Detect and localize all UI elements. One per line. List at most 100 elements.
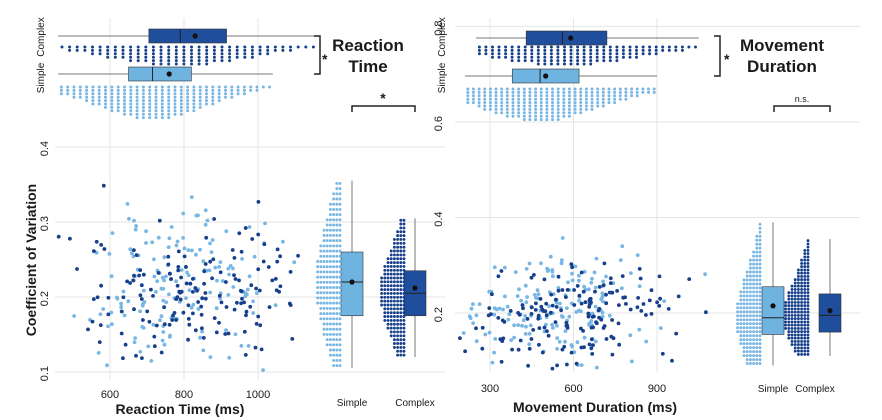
histogram-dot-simple [641, 87, 645, 91]
histogram-dot-simple [584, 104, 588, 108]
histogram-dot-complex [399, 249, 403, 253]
scatter-point-simple [152, 274, 157, 279]
histogram-dot-simple [72, 95, 76, 99]
histogram-dot-simple [500, 104, 504, 108]
histogram-dot-complex [517, 52, 521, 56]
histogram-dot-simple [745, 302, 749, 306]
histogram-dot-complex [386, 295, 390, 299]
scatter-point-simple [607, 313, 612, 318]
histogram-dot-simple [567, 94, 571, 98]
scatter-point-simple [217, 265, 222, 269]
scatter-point-complex [191, 311, 195, 316]
histogram-dot-simple [500, 87, 504, 91]
histogram-dot-simple [135, 109, 139, 113]
histogram-dot-simple [192, 109, 196, 113]
scatter-point-simple [190, 248, 194, 253]
histogram-dot-simple [539, 104, 543, 108]
histogram-dot-complex [386, 315, 390, 318]
histogram-dot-complex [800, 320, 804, 324]
scatter-point-simple [227, 272, 232, 277]
histogram-dot-simple [755, 234, 759, 238]
histogram-dot-complex [392, 291, 396, 295]
scatter-point-simple [630, 359, 634, 364]
histogram-dot-complex [396, 268, 400, 272]
histogram-dot-simple [755, 266, 759, 270]
histogram-dot-simple [596, 104, 600, 108]
histogram-dot-complex [796, 320, 800, 324]
histogram-dot-complex [389, 291, 393, 295]
histogram-dot-complex [491, 45, 494, 49]
histogram-dot-simple [325, 254, 329, 258]
histogram-dot-complex [523, 52, 527, 56]
scatter-point-simple [247, 274, 252, 279]
histogram-dot-complex [793, 336, 797, 340]
histogram-dot-complex [790, 333, 794, 337]
histogram-dot-complex [582, 45, 586, 49]
histogram-dot-simple [748, 334, 752, 338]
histogram-dot-complex [258, 52, 262, 56]
histogram-dot-simple [752, 346, 756, 350]
histogram-dot-simple [198, 99, 202, 103]
scatter-point-complex [232, 273, 236, 277]
histogram-dot-complex [392, 249, 396, 253]
histogram-dot-complex [386, 322, 390, 326]
histogram-dot-simple [332, 265, 336, 269]
scatter-point-complex [261, 259, 266, 264]
scatter-point-complex [593, 289, 597, 294]
histogram-dot-complex [796, 317, 800, 321]
scatter-point-complex [256, 232, 261, 237]
histogram-dot-simple [72, 85, 76, 89]
histogram-dot-complex [628, 55, 632, 59]
histogram-dot-complex [803, 333, 807, 337]
histogram-dot-simple [332, 280, 336, 284]
histogram-dot-complex [790, 300, 794, 304]
histogram-dot-simple [647, 90, 650, 94]
scatter-point-complex [152, 344, 157, 349]
histogram-dot-simple [742, 314, 746, 318]
scatter-point-complex [97, 340, 102, 344]
histogram-dot-simple [758, 362, 762, 365]
scatter-point-simple [209, 250, 214, 255]
histogram-dot-simple [66, 92, 70, 96]
grid [55, 18, 445, 380]
histogram-dot-simple [338, 239, 342, 243]
histogram-dot-simple [752, 330, 756, 334]
scatter-point-complex [94, 239, 99, 244]
histogram-dot-simple [167, 92, 171, 96]
histogram-dot-simple [736, 306, 740, 310]
histogram-dot-complex [386, 303, 390, 307]
histogram-dot-simple [601, 90, 605, 94]
scatter-point-simple [251, 299, 256, 304]
scatter-point-simple [182, 246, 187, 251]
histogram-dot-simple [500, 101, 504, 105]
histogram-dot-complex [383, 311, 387, 315]
histogram-dot-simple [59, 92, 63, 96]
histogram-dot-complex [796, 274, 800, 278]
scatter-point-simple [551, 326, 555, 330]
y-tick-label: 0.2 [433, 307, 445, 322]
histogram-dot-simple [742, 302, 746, 306]
scatter-point-complex [132, 273, 136, 278]
scatter-point-complex [529, 305, 534, 310]
scatter-point-complex [224, 305, 229, 309]
histogram-dot-simple [652, 87, 656, 91]
chart-title-line-2: Time [348, 57, 387, 76]
histogram-dot-simple [752, 326, 756, 330]
histogram-dot-complex [589, 59, 593, 63]
scatter-point-complex [529, 312, 534, 316]
histogram-dot-simple [748, 346, 752, 350]
histogram-dot-complex [589, 55, 593, 59]
scatter-point-complex [548, 310, 553, 315]
histogram-dot-complex [793, 343, 797, 347]
histogram-dot-simple [618, 94, 622, 98]
histogram-dot-complex [790, 297, 794, 301]
histogram-dot-simple [745, 298, 749, 302]
histogram-dot-complex [402, 249, 406, 253]
scatter-point-complex [526, 363, 530, 368]
scatter-point-simple [628, 333, 633, 338]
histogram-dot-simple [335, 228, 339, 232]
histogram-dot-simple [338, 286, 342, 289]
histogram-dot-simple [338, 228, 342, 232]
histogram-dot-simple [116, 92, 120, 96]
scatter-point-simple [126, 299, 131, 304]
